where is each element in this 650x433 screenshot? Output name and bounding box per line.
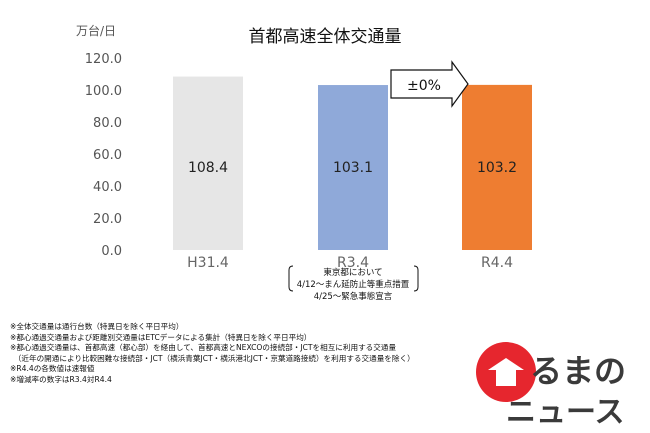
y-tick-label: 20.0 [93, 212, 122, 227]
footnote: ※都心通過交通量および距離別交通量はETCデータによる集計（特異日を除く平日平均… [10, 332, 312, 342]
arrow-right-icon [390, 60, 469, 108]
y-tick-label: 80.0 [93, 116, 122, 131]
bar-R4.4 [462, 84, 532, 250]
unit-label: 万台/日 [76, 23, 116, 38]
x-tick-label: R4.4 [481, 255, 513, 271]
annotation-line-2: 4/12～まん延防止等重点措置 [297, 279, 410, 290]
y-axis: 0.0 20.0 40.0 60.0 80.0 100.0 120.0 [85, 52, 122, 259]
annotation: 東京都において 4/12～まん延防止等重点措置 4/25～緊急事態宣言 [288, 265, 419, 302]
y-tick-label: 0.0 [101, 244, 122, 259]
bars [173, 76, 532, 250]
kuruma-news-logo: るまの ニュース [476, 342, 626, 428]
footnote: ※全体交通量は通行台数（特異日を除く平日平均） [10, 322, 184, 331]
x-tick-label: R3.4 [337, 255, 369, 271]
x-axis: H31.4 R3.4 R4.4 [187, 255, 513, 271]
value-label: 103.2 [477, 160, 517, 176]
bracket-right [413, 265, 419, 292]
y-tick-label: 120.0 [85, 52, 122, 67]
footnotes: ※全体交通量は通行台数（特異日を除く平日平均） ※都心通過交通量および距離別交通… [10, 322, 480, 386]
value-label: 103.1 [333, 160, 373, 176]
chart-title: 首都高速全体交通量 [249, 27, 402, 47]
footnote: ※R4.4の各数値は速報値 [10, 364, 95, 374]
footnote: ※増減率の数字はR3.4対R4.4 [10, 374, 112, 384]
annotation-line-1: 東京都において [323, 267, 382, 278]
logo-line-1: るまの [530, 352, 626, 390]
bar-R3.4 [318, 85, 388, 250]
x-tick-label: H31.4 [187, 255, 229, 271]
change-badge: ±0% [390, 60, 469, 108]
y-tick-label: 60.0 [93, 148, 122, 163]
footnote: （近年の開通により比較困難な接続部・JCT（横浜青葉JCT・横浜港北JCT・京葉… [10, 353, 415, 363]
annotation-line-3: 4/25～緊急事態宣言 [314, 291, 393, 302]
logo-mark-icon [488, 358, 524, 386]
y-tick-label: 100.0 [85, 84, 122, 99]
bracket-left [288, 265, 294, 292]
value-labels: 108.4 103.1 103.2 [188, 160, 517, 176]
y-tick-label: 40.0 [93, 180, 122, 195]
logo-line-2: ニュース [506, 395, 625, 428]
value-label: 108.4 [188, 160, 228, 176]
footnote: ※都心通過交通量は、首都高速（都心部）を経由して、首都高速とNEXCOの接続部・… [10, 343, 397, 353]
change-badge-text: ±0% [407, 78, 441, 94]
bar-H31.4 [173, 76, 243, 250]
